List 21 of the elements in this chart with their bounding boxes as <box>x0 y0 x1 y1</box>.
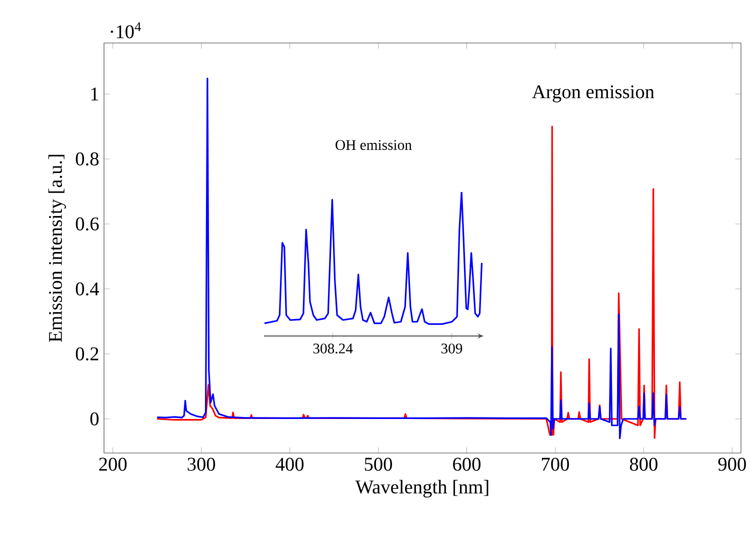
x-tick-label: 600 <box>453 458 480 471</box>
chart-title: OH emission <box>336 140 412 150</box>
text: ·10$^{4}$ <box>110 22 142 38</box>
x-tick-label: 300 <box>188 458 216 471</box>
y-tick-label: 0.6 <box>76 217 99 231</box>
x-tick-label: 700 <box>542 458 569 471</box>
x-tick-label: 308.24 <box>313 344 353 354</box>
y-tick-label: 0.8 <box>76 152 99 166</box>
x-tick-label: 200 <box>99 458 127 471</box>
x-tick-label: 900 <box>718 458 746 471</box>
y-tick-label: 0.2 <box>76 347 98 360</box>
y-tick-label: 0 <box>90 412 99 426</box>
x-tick-label: 309 <box>441 344 462 354</box>
y-tick-label: 1 <box>91 88 98 100</box>
annotation: Argon emission <box>532 85 654 102</box>
y-tick-label: 0.4 <box>76 282 99 296</box>
x-tick-label: 400 <box>276 458 304 471</box>
x-axis-title: Wavelength [nm] <box>355 480 488 498</box>
x-tick-label: 800 <box>630 458 658 471</box>
x-tick-label: 500 <box>364 458 392 471</box>
y-axis-title: Emission intensity [a.u.] <box>48 154 66 342</box>
